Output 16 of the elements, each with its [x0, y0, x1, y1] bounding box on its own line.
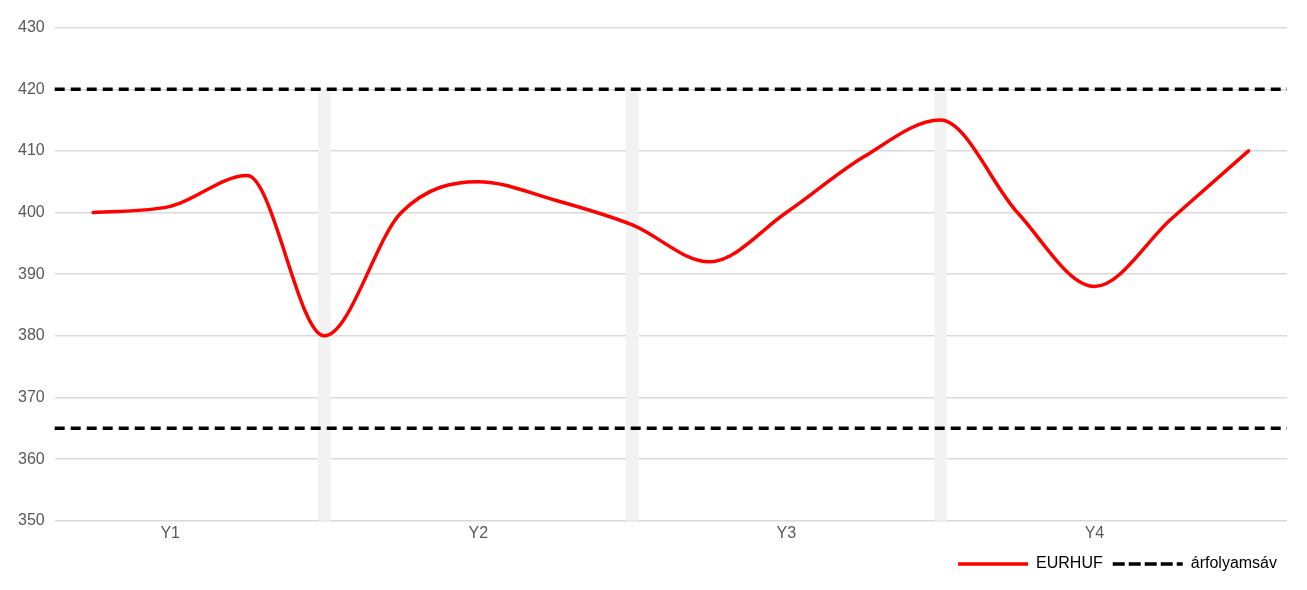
- y-tick-label: 380: [17, 326, 45, 344]
- legend-label: EURHUF: [1036, 554, 1103, 572]
- x-tick-label: Y3: [776, 523, 797, 541]
- y-tick-label: 390: [17, 264, 45, 282]
- line-series: [91, 118, 1251, 338]
- x-tick-label: Y2: [468, 523, 489, 541]
- y-tick-label: 430: [17, 18, 45, 36]
- legend-label: árfolyamsáv: [1190, 554, 1277, 572]
- y-tick-label: 360: [17, 449, 45, 467]
- y-tick-label: 370: [17, 387, 45, 405]
- y-tick-label: 350: [17, 511, 45, 529]
- y-tick-label: 400: [17, 202, 45, 220]
- y-tick-label: 410: [17, 141, 45, 159]
- x-tick-label: Y1: [160, 523, 181, 541]
- x-tick-label: Y4: [1084, 523, 1105, 541]
- y-tick-label: 420: [17, 79, 45, 97]
